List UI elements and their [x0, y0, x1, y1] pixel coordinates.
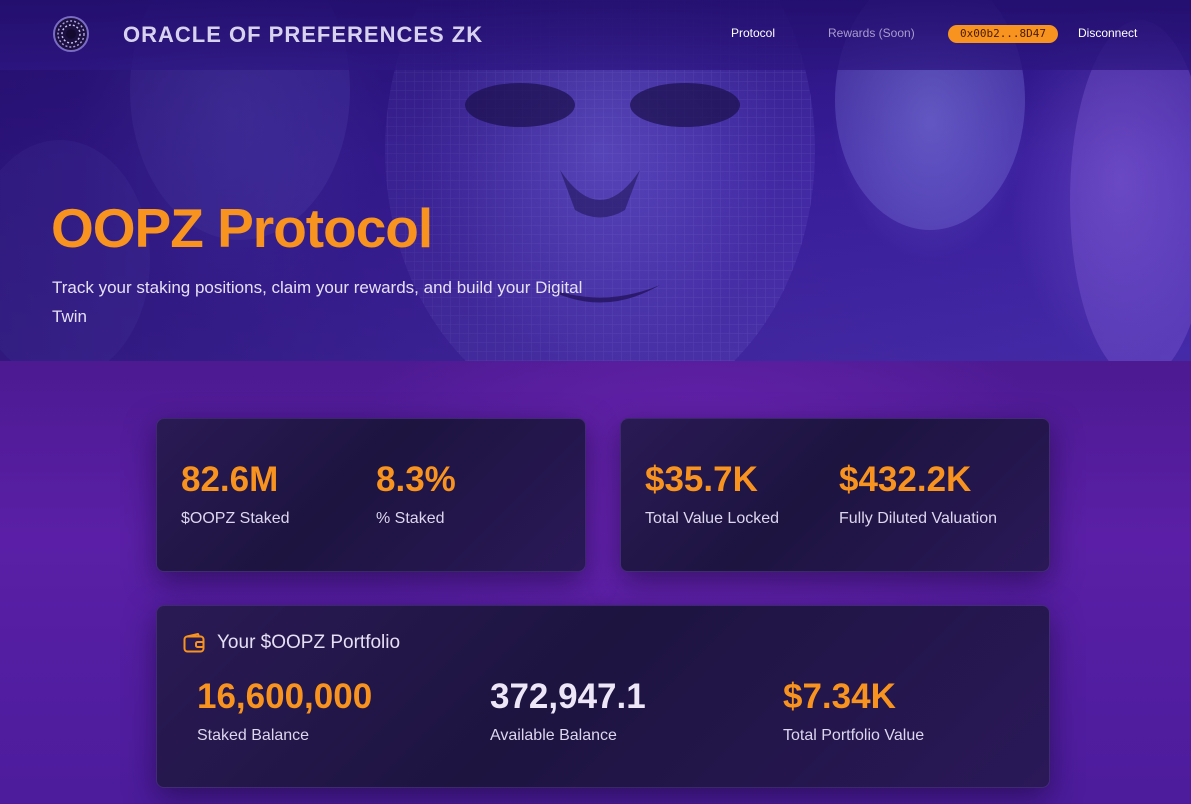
hero-title: OOPZ Protocol — [51, 197, 433, 259]
stat-label: Fully Diluted Valuation — [839, 510, 998, 527]
stat-value: 16,600,000 — [197, 677, 373, 716]
stat-fully-diluted-valuation: $432.2K Fully Diluted Valuation — [839, 460, 997, 528]
portfolio-title: Your $OOPZ Portfolio — [217, 632, 401, 653]
stat-label: % Staked — [376, 510, 445, 527]
stat-staked-balance: 16,600,000 Staked Balance — [197, 677, 372, 745]
stat-available-balance: 372,947.1 Available Balance — [490, 677, 646, 745]
stat-total-value-locked: $35.7K Total Value Locked — [645, 460, 779, 528]
spiral-logo-icon[interactable] — [52, 15, 90, 53]
wallet-address-badge[interactable]: 0x00b2...8D47 — [948, 25, 1058, 43]
stat-value: 82.6M — [181, 460, 279, 499]
stat-value: $7.34K — [783, 677, 896, 716]
brand-title[interactable]: ORACLE OF PREFERENCES ZK — [123, 22, 484, 47]
hero-subtitle: Track your staking positions, claim your… — [52, 278, 583, 326]
staking-stats-card: 82.6M $OOPZ Staked 8.3% % Staked — [156, 418, 586, 572]
stat-total-portfolio-value: $7.34K Total Portfolio Value — [783, 677, 924, 745]
stat-value: 8.3% — [376, 460, 456, 499]
stat-label: Staked Balance — [197, 727, 310, 744]
stat-label: Total Portfolio Value — [783, 727, 925, 744]
stat-value: $432.2K — [839, 460, 972, 499]
wallet-icon — [183, 633, 205, 653]
stat-oopz-staked: 82.6M $OOPZ Staked — [181, 460, 290, 528]
stat-percent-staked: 8.3% % Staked — [376, 460, 456, 528]
stat-value: $35.7K — [645, 460, 758, 499]
nav-link-rewards[interactable]: Rewards (Soon) — [828, 26, 915, 40]
portfolio-header: Your $OOPZ Portfolio — [183, 632, 400, 654]
stat-value: 372,947.1 — [490, 677, 646, 716]
top-nav: ORACLE OF PREFERENCES ZK Protocol Reward… — [0, 0, 1191, 70]
portfolio-card: Your $OOPZ Portfolio 16,600,000 Staked B… — [156, 605, 1050, 788]
stat-label: $OOPZ Staked — [181, 510, 290, 527]
disconnect-button[interactable]: Disconnect — [1078, 26, 1138, 40]
stat-label: Total Value Locked — [645, 510, 780, 527]
nav-link-protocol[interactable]: Protocol — [731, 26, 776, 40]
valuation-stats-card: $35.7K Total Value Locked $432.2K Fully … — [620, 418, 1050, 572]
stat-label: Available Balance — [490, 727, 617, 744]
